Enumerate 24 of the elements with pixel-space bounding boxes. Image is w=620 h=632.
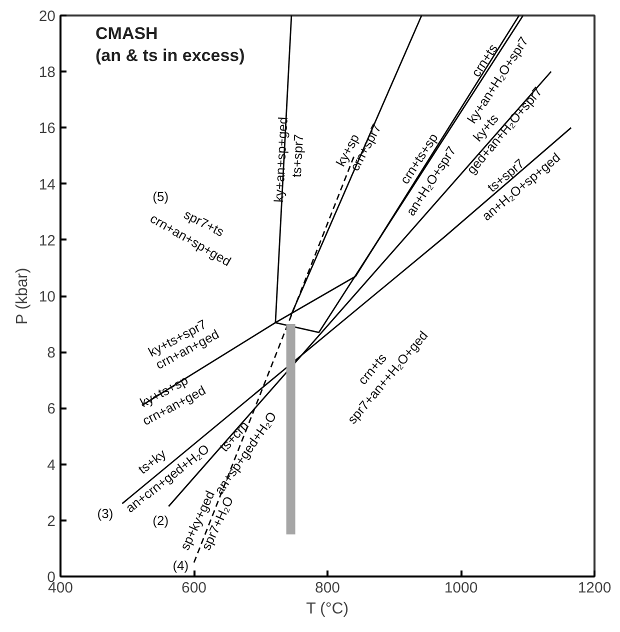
y-tick-label: 16 bbox=[38, 120, 56, 138]
annotation: ts+spr7 bbox=[288, 134, 306, 178]
text: (an & ts in excess) bbox=[96, 46, 245, 65]
y-tick-label: 8 bbox=[47, 344, 56, 362]
x-tick-label: 800 bbox=[314, 580, 340, 596]
y-tick-label: 10 bbox=[38, 288, 56, 306]
y-tick-label: 12 bbox=[38, 232, 56, 250]
annotation: ky+an+sp+ged bbox=[271, 116, 291, 203]
y-tick-label: 2 bbox=[47, 512, 56, 530]
y-axis-title: P (kbar) bbox=[14, 268, 31, 324]
y-tick-label: 20 bbox=[38, 8, 56, 25]
annotation: (2) bbox=[152, 512, 169, 528]
annotation: (3) bbox=[97, 506, 114, 521]
text: CMASH bbox=[96, 24, 158, 43]
y-tick-label: 18 bbox=[38, 64, 56, 82]
y-tick-label: 4 bbox=[47, 456, 56, 474]
x-tick-label: 1000 bbox=[444, 580, 478, 596]
x-axis-title: T (°C) bbox=[306, 600, 349, 618]
annotation: (4) bbox=[172, 558, 189, 573]
x-tick-label: 600 bbox=[181, 580, 207, 596]
y-tick-label: 6 bbox=[47, 400, 56, 418]
y-tick-label: 14 bbox=[38, 176, 56, 194]
annotation: (5) bbox=[152, 188, 169, 204]
x-tick-label: 1200 bbox=[578, 580, 612, 596]
